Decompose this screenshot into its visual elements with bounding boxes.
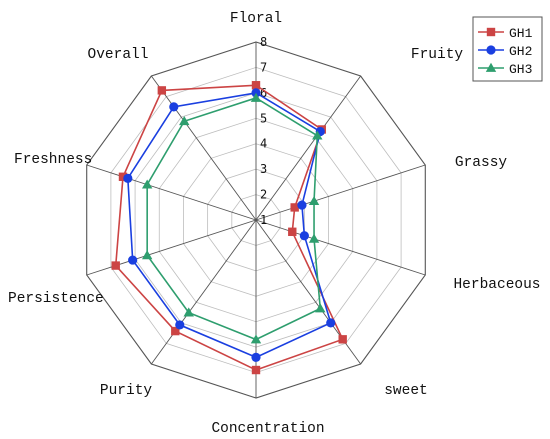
spoke-herbaceous (255, 219, 426, 276)
legend-marker-gh3 (485, 62, 497, 72)
point-gh1-herbaceous (288, 227, 297, 236)
axis-label-sweet: sweet (384, 383, 428, 399)
point-gh3-sweet (315, 303, 326, 313)
tick-label-4: 4 (260, 137, 267, 151)
legend-label-gh2: GH2 (509, 44, 532, 59)
point-gh3-purity (183, 307, 194, 317)
tick-label-1: 1 (260, 213, 267, 227)
point-gh1-persistence (111, 261, 120, 270)
series-line-gh1 (114, 84, 344, 371)
spoke-fruity (255, 75, 361, 221)
point-gh3-overall (179, 116, 190, 126)
point-gh1-freshness (118, 172, 128, 181)
axis-label-herbaceous: Herbaceous (453, 277, 540, 293)
tick-label-2: 2 (260, 188, 267, 202)
legend-box (472, 16, 543, 82)
axis-labels: Floral Fruity Grassy Herbaceous sweet Concent… (8, 11, 541, 437)
axis-label-grassy: Grassy (455, 155, 508, 171)
axis-label-fruity: Fruity (411, 47, 464, 63)
tick-label-7: 7 (260, 60, 267, 74)
axis-label-persistence: Persistence (8, 291, 104, 307)
legend-marker-gh1 (486, 27, 496, 37)
legend-label-gh3: GH3 (509, 62, 532, 77)
legend-label-gh1: GH1 (509, 26, 533, 41)
axis-label-freshness: Freshness (14, 152, 92, 168)
spoke-grassy (255, 164, 426, 221)
point-gh2-herbaceous (299, 231, 309, 241)
point-gh1-overall (157, 86, 167, 95)
legend-item-gh1: GH1 (478, 26, 533, 41)
series-layer (111, 81, 347, 375)
series-gh2 (123, 88, 336, 362)
spoke-freshness (86, 164, 257, 221)
spoke-purity (151, 219, 257, 365)
legend: GH1 GH2 GH3 (472, 16, 543, 82)
point-gh3-floral (250, 92, 262, 102)
point-gh3-concentration (250, 334, 262, 344)
point-gh3-persistence (141, 250, 153, 260)
series-gh3 (141, 92, 326, 344)
point-gh2-freshness (123, 173, 133, 183)
point-gh1-sweet (338, 335, 347, 344)
point-gh2-sweet (326, 318, 336, 328)
point-gh2-concentration (251, 352, 261, 362)
legend-marker-gh2 (486, 45, 496, 55)
tick-label-5: 5 (260, 111, 267, 125)
point-gh2-persistence (128, 255, 138, 265)
point-gh3-herbaceous (308, 233, 320, 243)
spoke-overall (151, 75, 257, 221)
tick-labels: 1 2 3 4 5 6 7 8 (260, 35, 267, 227)
point-gh1-grassy (290, 203, 299, 212)
point-gh3-fruity (312, 130, 323, 140)
tick-label-3: 3 (260, 162, 267, 176)
point-gh3-freshness (141, 179, 153, 189)
point-gh1-concentration (251, 365, 261, 375)
axis-label-floral: Floral (230, 11, 282, 27)
point-gh3-grassy (308, 195, 320, 206)
point-gh2-purity (175, 320, 185, 330)
point-gh1-purity (171, 326, 180, 336)
axis-label-overall: Overall (88, 47, 149, 63)
tick-label-6: 6 (260, 86, 267, 100)
axis-label-concentration: Concentration (211, 421, 324, 437)
point-gh2-overall (169, 102, 179, 112)
legend-item-gh3: GH3 (478, 62, 532, 77)
point-gh1-floral (251, 81, 261, 90)
axis-label-purity: Purity (100, 383, 153, 399)
legend-item-gh2: GH2 (478, 44, 532, 59)
tick-label-8: 8 (260, 35, 267, 49)
point-gh2-grassy (297, 200, 307, 210)
